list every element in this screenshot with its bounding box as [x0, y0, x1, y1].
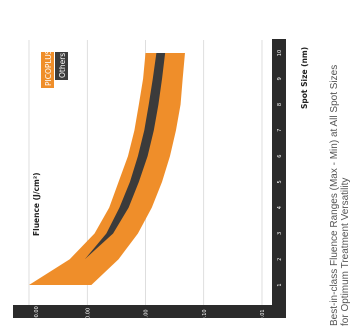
x-tick-label: 6	[277, 155, 283, 158]
x-tick-label: 10	[277, 50, 283, 56]
y-axis-title: Fluence (J/cm²)	[32, 172, 41, 236]
legend-label-picoplus: PICOPLUS	[44, 49, 53, 86]
x-axis-strip	[272, 39, 286, 318]
chart-title: Best-in-class Fluence Ranges (Max - Min)…	[329, 65, 340, 326]
x-axis-title: Spot Size (nm)	[300, 47, 309, 109]
y-tick-label: 10.00	[85, 308, 91, 322]
y-tick-label: 100.00	[34, 306, 40, 324]
y-tick-label: 0.10	[202, 309, 208, 320]
x-tick-label: 9	[277, 77, 283, 80]
x-tick-label: 5	[277, 180, 283, 183]
chart-subtitle: for Optimum Treatment Versatility	[340, 178, 351, 326]
y-tick-label: 0.01	[260, 309, 266, 320]
x-tick-label: 7	[277, 129, 283, 132]
legend-label-others: Others	[58, 53, 67, 78]
fluence-axis-band	[13, 305, 272, 318]
x-tick-label: 4	[277, 206, 283, 209]
x-tick-label: 2	[277, 258, 283, 261]
x-tick-label: 3	[277, 232, 283, 235]
y-tick-label: 1.00	[144, 309, 150, 320]
series-band-picoplus	[29, 53, 185, 285]
legend: PICOPLUS Others	[41, 49, 68, 88]
x-tick-label: 8	[277, 103, 283, 106]
series-areas	[29, 53, 185, 285]
axes: 100.00 10.00 1.00 0.10 0.01 1 2 3 4 5 6 7 8 9 10	[13, 39, 286, 324]
series-band-others	[84, 53, 166, 260]
legend-swatch-others	[55, 52, 68, 80]
x-tick-label: 1	[277, 283, 283, 286]
legend-swatch-picoplus	[41, 52, 54, 88]
plot-area: 100.00 10.00 1.00 0.10 0.01 1 2 3 4 5 6 7 8 9 10 PICOP…	[13, 39, 286, 324]
